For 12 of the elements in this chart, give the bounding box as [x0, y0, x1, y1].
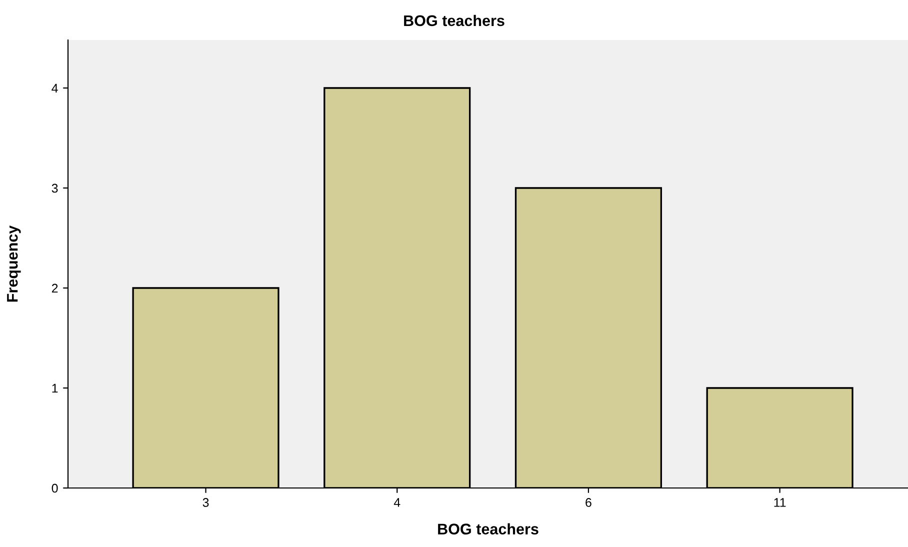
y-tick-label: 3: [52, 184, 58, 193]
y-tick-label: 2: [52, 284, 58, 293]
y-tick-label: 1: [52, 384, 58, 393]
y-tick-label: 4: [52, 84, 58, 93]
chart-title: BOG teachers: [404, 14, 504, 26]
y-tick-label: 0: [52, 484, 58, 493]
x-tick-label: 11: [774, 498, 786, 507]
y-axis-title: Frequency: [7, 225, 21, 302]
x-tick-label: 4: [394, 498, 400, 507]
x-axis-title: BOG teachers: [438, 523, 538, 534]
x-tick-label: 6: [586, 498, 592, 507]
x-tick-label: 3: [202, 498, 209, 507]
